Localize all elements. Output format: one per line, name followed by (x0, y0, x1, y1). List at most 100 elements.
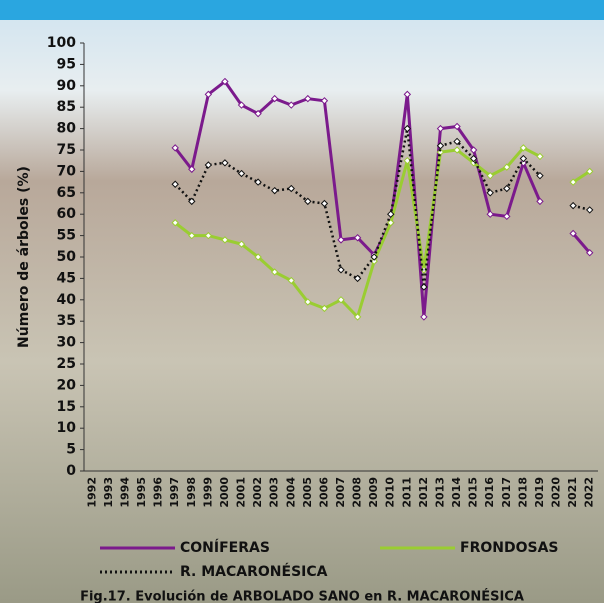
marker (519, 144, 528, 152)
x-tick-label: 2021 (566, 477, 579, 508)
marker (469, 146, 478, 154)
x-tick-label: 2006 (317, 477, 330, 508)
marker (387, 219, 395, 227)
x-tick-label: 2012 (417, 477, 430, 508)
x-tick-label: 2010 (384, 477, 397, 508)
x-tick-label: 2007 (334, 477, 347, 508)
y-tick-label: 15 (57, 399, 76, 415)
y-tick-label: 35 (57, 313, 76, 329)
x-tick-label: 2013 (433, 477, 446, 508)
y-tick-label: 25 (57, 356, 76, 372)
marker (304, 94, 312, 103)
marker (171, 144, 179, 152)
x-tick-label: 2005 (301, 477, 314, 508)
marker (569, 201, 577, 210)
caption: Fig.17. Evolución de ARBOLADO SANO en R.… (80, 589, 524, 604)
marker (188, 197, 196, 206)
x-tick-label: 2022 (583, 477, 596, 508)
marker (503, 212, 511, 221)
x-tick-label: 2003 (268, 477, 281, 508)
x-tick-label: 2002 (251, 477, 264, 508)
x-tick-label: 2020 (550, 477, 563, 508)
marker (486, 210, 494, 218)
marker (586, 206, 594, 214)
x-tick-label: 1996 (152, 477, 165, 508)
marker (486, 171, 494, 180)
marker (420, 313, 428, 321)
x-tick-label: 1997 (168, 477, 181, 508)
marker (370, 253, 378, 261)
y-tick-label: 0 (66, 463, 76, 479)
marker (221, 159, 229, 167)
legend-label: FRONDOSAS (460, 540, 559, 556)
marker (503, 184, 511, 193)
marker (237, 240, 246, 248)
y-axis-label: Número de árboles (%) (16, 166, 32, 348)
marker (254, 109, 262, 118)
marker (420, 283, 428, 291)
marker (304, 197, 312, 206)
x-tick-label: 1994 (118, 477, 131, 508)
x-tick-label: 2004 (284, 477, 297, 508)
marker (387, 210, 395, 218)
marker (519, 159, 528, 167)
marker (237, 101, 246, 109)
marker (453, 146, 461, 154)
y-tick-label: 55 (57, 228, 76, 244)
marker (403, 124, 412, 133)
marker (254, 178, 262, 186)
marker (320, 199, 329, 208)
y-tick-label: 60 (57, 206, 77, 222)
x-tick-label: 1999 (201, 477, 214, 508)
marker (353, 274, 362, 283)
marker (353, 313, 362, 321)
x-tick-label: 1998 (185, 477, 198, 508)
x-tick-label: 2017 (500, 477, 513, 508)
marker (469, 154, 478, 163)
marker (519, 154, 528, 163)
marker (569, 229, 577, 238)
x-tick-label: 2018 (516, 477, 529, 508)
marker (337, 296, 345, 304)
marker (370, 257, 378, 265)
x-tick-label: 2000 (218, 477, 231, 508)
marker (287, 276, 295, 285)
marker (270, 94, 279, 103)
marker (171, 180, 179, 188)
y-tick-label: 40 (57, 292, 77, 308)
marker (320, 304, 329, 313)
marker (586, 167, 594, 176)
marker (503, 163, 511, 171)
y-tick-label: 95 (57, 56, 76, 72)
marker (436, 142, 445, 150)
marker (171, 219, 179, 227)
x-tick-label: 2019 (533, 477, 546, 508)
legend-label: R. MACARONÉSICA (180, 563, 328, 580)
y-tick-label: 70 (57, 163, 77, 179)
marker (453, 137, 461, 146)
marker (270, 268, 279, 276)
x-tick-label: 2001 (235, 477, 248, 508)
marker (320, 97, 329, 105)
y-tick-label: 50 (57, 249, 77, 265)
y-tick-label: 80 (57, 121, 77, 137)
y-tick-label: 20 (57, 377, 77, 393)
y-tick-label: 85 (57, 99, 76, 115)
marker (353, 234, 362, 242)
marker (221, 236, 229, 244)
x-tick-label: 2015 (467, 477, 480, 508)
x-tick-label: 2008 (351, 477, 364, 508)
marker (403, 90, 412, 99)
marker (337, 236, 345, 244)
marker (586, 249, 594, 257)
marker (204, 161, 213, 169)
x-tick-label: 1992 (85, 477, 98, 508)
marker (254, 253, 262, 261)
y-tick-label: 65 (57, 185, 76, 201)
x-tick-label: 1995 (135, 477, 148, 508)
marker (304, 298, 312, 306)
marker (453, 122, 461, 131)
marker (188, 165, 196, 173)
